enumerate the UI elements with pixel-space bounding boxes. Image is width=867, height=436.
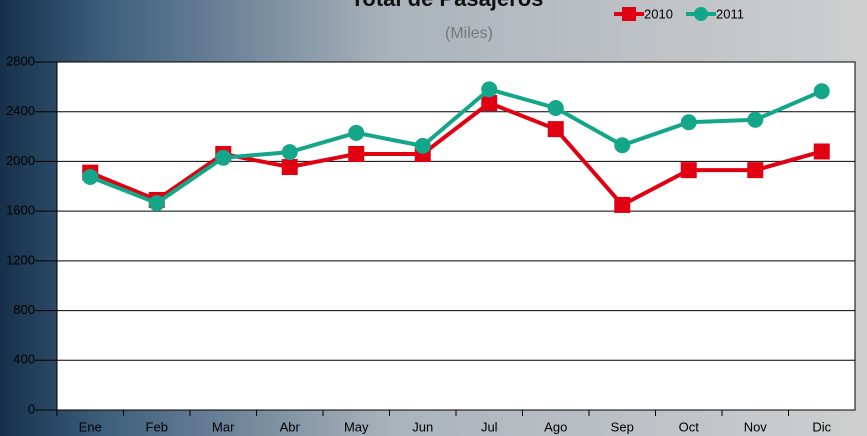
marker — [215, 149, 232, 166]
legend-marker — [622, 7, 636, 21]
marker — [813, 143, 830, 160]
marker — [614, 137, 631, 154]
marker — [547, 99, 564, 116]
marker — [481, 81, 498, 98]
x-tick-label: Ago — [544, 419, 567, 434]
y-tick-label: 2800 — [6, 53, 35, 68]
x-tick-label: Abr — [280, 419, 301, 434]
x-tick-label: Mar — [212, 419, 235, 434]
marker — [747, 162, 764, 179]
marker — [813, 83, 830, 100]
y-tick-label: 2000 — [6, 153, 35, 168]
legend-label: 2010 — [644, 6, 673, 21]
x-tick-label: Oct — [679, 419, 700, 434]
y-tick-label: 1200 — [6, 252, 35, 267]
marker — [348, 145, 365, 162]
marker — [281, 144, 298, 161]
x-tick-label: Dic — [812, 419, 831, 434]
legend-label: 2011 — [716, 6, 744, 21]
series-line — [89, 87, 823, 206]
marker — [148, 195, 165, 212]
y-tick-label: 0 — [28, 401, 35, 416]
chart-subtitle: (Miles) — [445, 25, 493, 42]
marker — [547, 121, 564, 138]
y-tick-label: 2400 — [6, 103, 35, 118]
x-tick-label: Sep — [611, 419, 634, 434]
marker — [281, 159, 298, 176]
x-tick-label: May — [344, 419, 369, 434]
plot-area — [56, 61, 856, 411]
chart-title: Total de Pasajeros — [351, 0, 544, 11]
marker — [614, 196, 631, 213]
marker — [481, 95, 498, 112]
marker — [680, 162, 697, 179]
marker — [747, 111, 764, 128]
marker — [414, 137, 431, 154]
x-tick-label: Jul — [481, 419, 498, 434]
series-line — [89, 101, 823, 207]
y-tick-label: 1600 — [6, 203, 35, 218]
marker — [680, 114, 697, 131]
x-tick-label: Jun — [412, 419, 433, 434]
x-tick-label: Ene — [79, 419, 102, 434]
marker — [348, 124, 365, 141]
y-tick-label: 800 — [13, 302, 35, 317]
marker — [82, 168, 99, 185]
legend-marker — [694, 7, 708, 21]
y-tick-label: 400 — [13, 352, 35, 367]
x-tick-label: Feb — [146, 419, 168, 434]
x-tick-label: Nov — [744, 419, 768, 434]
